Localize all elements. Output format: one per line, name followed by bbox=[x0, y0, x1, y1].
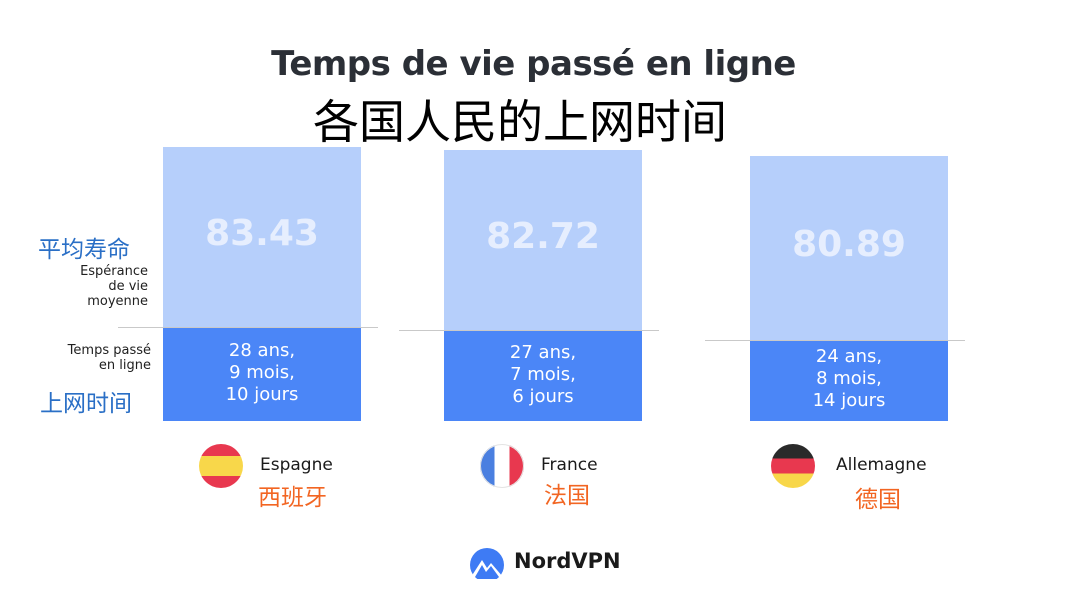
online-label-line: en ligne bbox=[98, 358, 151, 373]
split-line bbox=[705, 339, 965, 341]
page-title-chinese: 各国人民的上网时间 bbox=[313, 95, 727, 149]
country-name: France bbox=[541, 455, 598, 475]
time-online-value: 27 ans, 7 mois, 6 jours bbox=[444, 342, 642, 408]
time-online-line: 6 jours bbox=[512, 385, 574, 407]
time-online-bar bbox=[750, 339, 948, 421]
life-label-line: de vie bbox=[108, 279, 148, 294]
country-name-zh: 西班牙 bbox=[258, 485, 327, 511]
time-online-line: 27 ans, bbox=[509, 341, 577, 363]
country-name-zh: 德国 bbox=[855, 487, 901, 513]
page-title: Temps de vie passé en ligne bbox=[271, 44, 796, 84]
country-name: Allemagne bbox=[836, 455, 927, 475]
life-expectancy-label: Espérance de vie moyenne bbox=[40, 264, 148, 309]
life-expectancy-label-zh: 平均寿命 bbox=[38, 237, 130, 263]
time-online-bar bbox=[163, 326, 361, 421]
life-expectancy-bar bbox=[444, 149, 642, 331]
life-expectancy-value: 82.72 bbox=[486, 216, 600, 258]
time-online-line: 8 mois, bbox=[816, 368, 882, 390]
time-online-bar bbox=[444, 330, 642, 421]
time-online-value: 28 ans, 9 mois, 10 jours bbox=[163, 340, 361, 406]
time-online-label-zh: 上网时间 bbox=[40, 391, 132, 417]
country-name-zh: 法国 bbox=[544, 483, 590, 509]
time-online-line: 7 mois, bbox=[510, 363, 576, 385]
split-line bbox=[118, 326, 378, 328]
life-expectancy-bar bbox=[163, 147, 361, 327]
time-online-line: 28 ans, bbox=[228, 339, 296, 361]
spain-flag-icon bbox=[199, 444, 243, 488]
time-online-label: Temps passé en ligne bbox=[40, 343, 151, 373]
time-online-line: 9 mois, bbox=[229, 361, 295, 383]
brand-name: NordVPN bbox=[514, 549, 621, 573]
life-label-line: moyenne bbox=[87, 294, 148, 309]
france-flag-icon bbox=[480, 444, 524, 488]
life-expectancy-value: 80.89 bbox=[792, 223, 906, 265]
nordvpn-mountain-icon bbox=[470, 548, 504, 579]
online-label-line: Temps passé bbox=[67, 343, 151, 358]
life-expectancy-bar bbox=[750, 155, 948, 340]
time-online-line: 24 ans, bbox=[815, 346, 883, 368]
germany-flag-icon bbox=[771, 444, 815, 488]
life-label-line: Espérance bbox=[80, 264, 148, 279]
life-expectancy-value: 83.43 bbox=[205, 212, 319, 254]
time-online-line: 14 jours bbox=[812, 390, 886, 412]
country-name: Espagne bbox=[260, 455, 333, 475]
time-online-value: 24 ans, 8 mois, 14 jours bbox=[750, 346, 948, 412]
time-online-line: 10 jours bbox=[225, 383, 299, 405]
split-line bbox=[399, 330, 659, 332]
